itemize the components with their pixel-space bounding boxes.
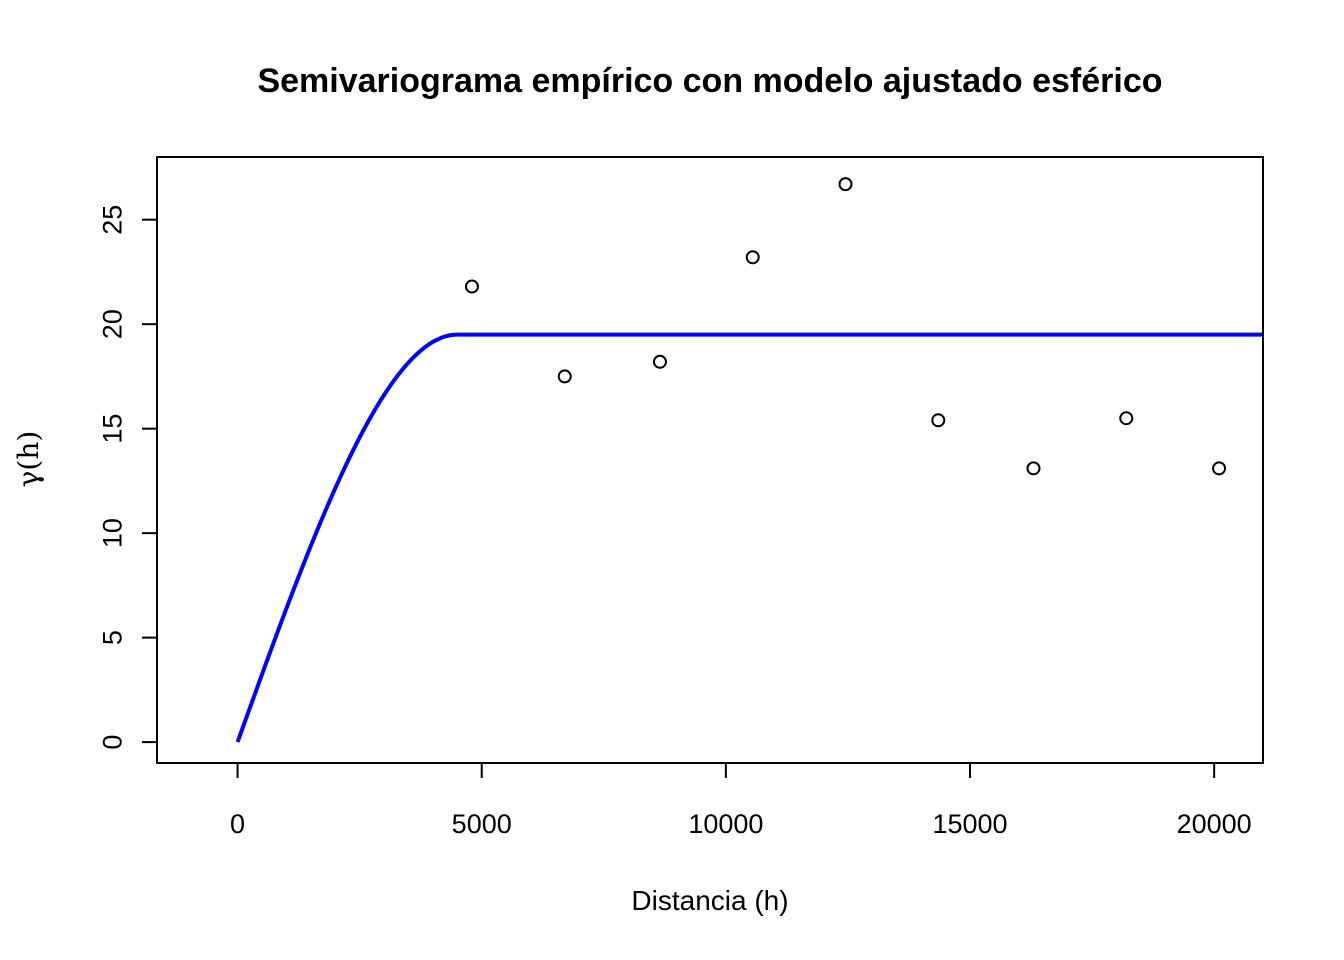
data-point: [1212, 461, 1227, 476]
data-point: [557, 369, 572, 384]
data-point: [464, 279, 479, 294]
data-point: [1026, 461, 1041, 476]
data-point: [652, 354, 667, 369]
chart-title: Semivariograma empírico con modelo ajust…: [257, 62, 1162, 100]
data-point: [931, 413, 946, 428]
y-tick-label: 5: [97, 630, 127, 645]
model-line: [235, 332, 1263, 743]
y-tick-label: 20: [97, 309, 127, 339]
empirical-points-series: [464, 177, 1227, 476]
y-axis: 0 5 10 15 20 25: [97, 205, 158, 750]
fitted-model-series: [235, 332, 1263, 743]
y-tick-label: 10: [97, 518, 127, 548]
x-tick-label: 0: [230, 809, 245, 839]
y-tick-label: 15: [97, 414, 127, 444]
x-tick-label: 15000: [932, 809, 1007, 839]
x-tick-label: 10000: [688, 809, 763, 839]
data-point: [745, 250, 760, 265]
y-axis-label: γ(h): [12, 431, 45, 488]
x-tick-label: 20000: [1177, 809, 1252, 839]
y-tick-label: 25: [97, 205, 127, 235]
data-point: [1119, 411, 1134, 426]
x-tick-label: 5000: [452, 809, 512, 839]
x-axis-label: Distancia (h): [631, 885, 788, 916]
data-point: [838, 177, 853, 192]
y-tick-label: 0: [97, 735, 127, 750]
plot-frame: [156, 156, 1264, 764]
